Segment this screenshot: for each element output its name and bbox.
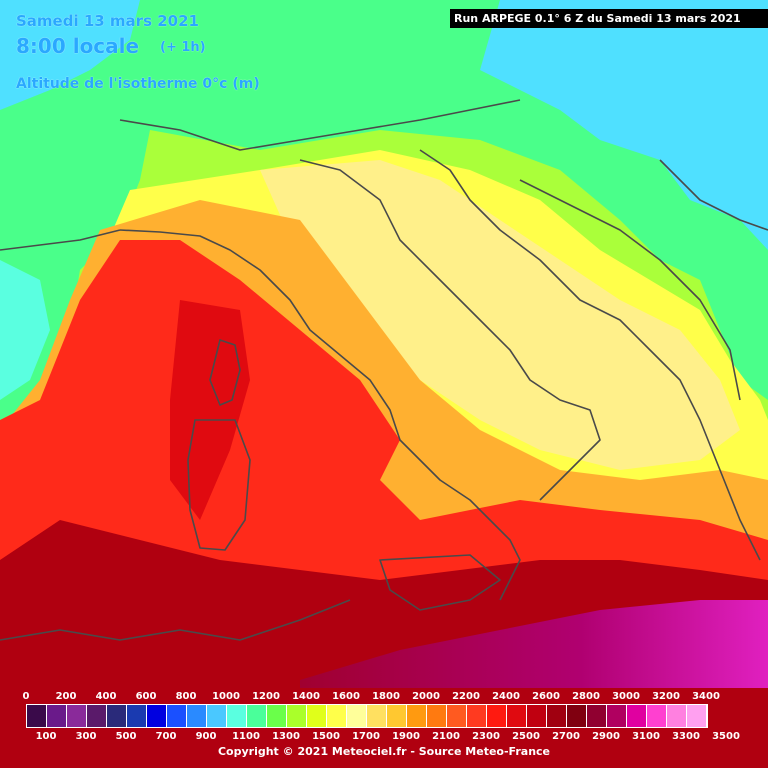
legend-label-lower: 100 <box>35 731 57 742</box>
legend-label-upper: 1200 <box>252 691 280 702</box>
legend-label-upper: 1600 <box>332 691 360 702</box>
legend-swatch <box>187 705 207 727</box>
run-banner: Run ARPEGE 0.1° 6 Z du Samedi 13 mars 20… <box>450 9 768 28</box>
legend-label-upper: 2800 <box>572 691 600 702</box>
zone-cyan-northwest <box>0 0 140 110</box>
parameter-label: Altitude de l'isotherme 0°c (m) <box>16 76 260 92</box>
legend-label-lower: 500 <box>115 731 137 742</box>
coast-france-south <box>0 229 121 251</box>
legend-label-lower: 700 <box>155 731 177 742</box>
legend-swatch <box>407 705 427 727</box>
legend-swatch <box>267 705 287 727</box>
coast-italy-west <box>119 229 521 601</box>
legend-swatch <box>567 705 587 727</box>
legend-swatch <box>347 705 367 727</box>
legend-swatch <box>287 705 307 727</box>
legend-label-lower: 1300 <box>272 731 300 742</box>
legend-label-upper: 0 <box>22 691 30 702</box>
border-alps <box>119 99 521 151</box>
legend-swatch <box>687 705 707 727</box>
border-balkans <box>519 179 741 401</box>
legend-swatch <box>447 705 467 727</box>
legend-label-lower: 300 <box>75 731 97 742</box>
legend-label-upper: 3000 <box>612 691 640 702</box>
legend-label-upper: 1000 <box>212 691 240 702</box>
copyright-text: Copyright © 2021 Meteociel.fr - Source M… <box>217 745 551 758</box>
legend-swatch <box>67 705 87 727</box>
legend-swatch <box>667 705 687 727</box>
legend-label-lower: 3100 <box>632 731 660 742</box>
legend-swatch <box>247 705 267 727</box>
legend-label-upper: 3400 <box>692 691 720 702</box>
legend-label-lower: 900 <box>195 731 217 742</box>
legend-swatch <box>87 705 107 727</box>
legend-label-lower: 2300 <box>472 731 500 742</box>
legend-swatch <box>647 705 667 727</box>
legend-label-lower: 3500 <box>712 731 740 742</box>
legend-label-upper: 1400 <box>292 691 320 702</box>
legend-label-upper: 600 <box>135 691 157 702</box>
legend-label-upper: 400 <box>95 691 117 702</box>
legend-label-lower: 1700 <box>352 731 380 742</box>
legend-swatch <box>27 705 47 727</box>
legend-label-upper: 2200 <box>452 691 480 702</box>
legend-swatch <box>307 705 327 727</box>
legend-swatch <box>227 705 247 727</box>
legend-swatch <box>527 705 547 727</box>
zone-red-corsica-warm <box>170 300 250 520</box>
legend-swatch <box>147 705 167 727</box>
zone-cyan-northeast <box>480 0 768 250</box>
forecast-offset: (+ 1h) <box>160 40 206 55</box>
legend-swatch <box>327 705 347 727</box>
legend-label-lower: 2900 <box>592 731 620 742</box>
legend-label-upper: 2600 <box>532 691 560 702</box>
border-east <box>659 159 768 231</box>
coast-adriatic-east <box>419 149 761 561</box>
legend-swatch <box>127 705 147 727</box>
zone-light-yellow <box>260 160 740 470</box>
coast-north-africa <box>0 599 351 641</box>
legend-label-lower: 2700 <box>552 731 580 742</box>
legend-label-lower: 2100 <box>432 731 460 742</box>
zone-magenta <box>300 600 768 688</box>
legend-label-upper: 3200 <box>652 691 680 702</box>
legend-swatch <box>387 705 407 727</box>
legend-swatch <box>467 705 487 727</box>
legend-swatch <box>107 705 127 727</box>
legend-swatch <box>47 705 67 727</box>
legend-swatch <box>427 705 447 727</box>
legend-label-upper: 800 <box>175 691 197 702</box>
legend-swatch <box>167 705 187 727</box>
legend-swatch <box>547 705 567 727</box>
legend-swatches <box>26 704 708 728</box>
coast-sardinia <box>187 419 251 551</box>
forecast-time: 8:00 locale <box>16 34 140 58</box>
legend-swatch <box>587 705 607 727</box>
legend-label-upper: 1800 <box>372 691 400 702</box>
coast-sicily <box>379 554 501 611</box>
color-legend: 0 200 400 600 800 1000 1200 1400 1600 1800 2000 220… <box>0 688 768 768</box>
legend-label-upper: 200 <box>55 691 77 702</box>
legend-label-upper: 2400 <box>492 691 520 702</box>
zone-cyan-west <box>0 260 50 400</box>
legend-label-lower: 3300 <box>672 731 700 742</box>
legend-label-upper: 2000 <box>412 691 440 702</box>
forecast-date: Samedi 13 mars 2021 <box>16 12 199 30</box>
legend-swatch <box>367 705 387 727</box>
coastlines <box>0 99 768 641</box>
legend-label-lower: 2500 <box>512 731 540 742</box>
legend-swatch <box>627 705 647 727</box>
legend-swatch <box>507 705 527 727</box>
legend-label-lower: 1900 <box>392 731 420 742</box>
coast-corsica <box>209 339 241 406</box>
legend-swatch <box>607 705 627 727</box>
coast-italy-east <box>299 159 601 501</box>
legend-label-lower: 1100 <box>232 731 260 742</box>
legend-swatch <box>207 705 227 727</box>
legend-swatch <box>487 705 507 727</box>
legend-label-lower: 1500 <box>312 731 340 742</box>
